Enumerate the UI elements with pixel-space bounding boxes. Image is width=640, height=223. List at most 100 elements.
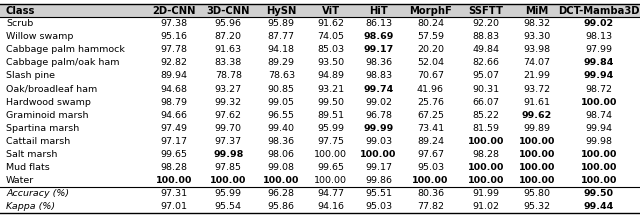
- Text: 91.99: 91.99: [472, 189, 499, 198]
- Text: 99.08: 99.08: [268, 163, 295, 172]
- Text: 98.32: 98.32: [524, 19, 550, 28]
- Text: 95.07: 95.07: [472, 72, 499, 81]
- Text: 96.28: 96.28: [268, 189, 295, 198]
- Text: 94.16: 94.16: [317, 202, 344, 211]
- Text: MorphF: MorphF: [409, 6, 452, 16]
- Text: 99.17: 99.17: [364, 45, 394, 54]
- Text: 85.03: 85.03: [317, 45, 344, 54]
- Text: Class: Class: [6, 6, 35, 16]
- Text: 100.00: 100.00: [519, 137, 555, 146]
- Text: 97.99: 97.99: [586, 45, 612, 54]
- Text: 99.40: 99.40: [268, 124, 295, 133]
- Text: Slash pine: Slash pine: [6, 72, 55, 81]
- Text: 95.86: 95.86: [268, 202, 295, 211]
- Text: 99.17: 99.17: [365, 163, 392, 172]
- Text: 95.80: 95.80: [524, 189, 550, 198]
- Text: 85.22: 85.22: [472, 111, 499, 120]
- Text: MiM: MiM: [525, 6, 548, 16]
- Text: 100.00: 100.00: [156, 176, 192, 185]
- Text: 93.27: 93.27: [215, 85, 242, 94]
- Text: 49.84: 49.84: [472, 45, 499, 54]
- Text: 95.32: 95.32: [524, 202, 550, 211]
- Text: 99.02: 99.02: [584, 19, 614, 28]
- Text: 100.00: 100.00: [314, 176, 348, 185]
- Text: 99.05: 99.05: [268, 98, 295, 107]
- Text: 94.77: 94.77: [317, 189, 344, 198]
- Text: 95.89: 95.89: [268, 19, 295, 28]
- Text: 98.83: 98.83: [365, 72, 392, 81]
- Text: 95.96: 95.96: [215, 19, 242, 28]
- Text: 100.00: 100.00: [314, 150, 348, 159]
- Text: 93.50: 93.50: [317, 58, 344, 67]
- Text: 99.62: 99.62: [522, 111, 552, 120]
- Text: 99.32: 99.32: [215, 98, 242, 107]
- Text: 91.62: 91.62: [317, 19, 344, 28]
- Text: 99.44: 99.44: [584, 202, 614, 211]
- Text: 98.74: 98.74: [586, 111, 612, 120]
- Text: 98.79: 98.79: [161, 98, 188, 107]
- Text: 98.13: 98.13: [586, 32, 612, 41]
- Text: 94.18: 94.18: [268, 45, 295, 54]
- Text: 89.29: 89.29: [268, 58, 295, 67]
- Text: 78.78: 78.78: [215, 72, 242, 81]
- Text: 98.06: 98.06: [268, 150, 295, 159]
- Text: 93.30: 93.30: [524, 32, 550, 41]
- Text: HySN: HySN: [266, 6, 296, 16]
- Text: 94.68: 94.68: [161, 85, 188, 94]
- Text: 99.74: 99.74: [364, 85, 394, 94]
- Text: 93.21: 93.21: [317, 85, 344, 94]
- Text: Cattail marsh: Cattail marsh: [6, 137, 70, 146]
- Text: 100.00: 100.00: [580, 176, 617, 185]
- Text: 91.61: 91.61: [524, 98, 550, 107]
- Text: 95.99: 95.99: [317, 124, 344, 133]
- Text: 87.77: 87.77: [268, 32, 295, 41]
- Text: 97.37: 97.37: [215, 137, 242, 146]
- Text: 97.85: 97.85: [215, 163, 242, 172]
- Text: 74.07: 74.07: [524, 58, 550, 67]
- Text: 92.82: 92.82: [161, 58, 188, 67]
- Text: 80.24: 80.24: [417, 19, 444, 28]
- Text: 100.00: 100.00: [519, 176, 555, 185]
- Text: Mud flats: Mud flats: [6, 163, 50, 172]
- Text: 100.00: 100.00: [360, 150, 397, 159]
- Text: 82.66: 82.66: [472, 58, 499, 67]
- Text: 94.66: 94.66: [161, 111, 188, 120]
- Text: 98.28: 98.28: [472, 150, 499, 159]
- Text: 90.85: 90.85: [268, 85, 295, 94]
- Text: 100.00: 100.00: [468, 163, 504, 172]
- Text: 98.72: 98.72: [586, 85, 612, 94]
- Text: 95.16: 95.16: [161, 32, 188, 41]
- Text: 93.72: 93.72: [524, 85, 550, 94]
- Text: 99.65: 99.65: [161, 150, 188, 159]
- Text: 3D-CNN: 3D-CNN: [207, 6, 250, 16]
- Text: 100.00: 100.00: [519, 150, 555, 159]
- Text: 91.02: 91.02: [472, 202, 499, 211]
- Text: 99.99: 99.99: [364, 124, 394, 133]
- Text: 93.98: 93.98: [524, 45, 550, 54]
- Text: 57.59: 57.59: [417, 32, 444, 41]
- Text: SSFTT: SSFTT: [468, 6, 504, 16]
- Bar: [0, 4, 640, 17]
- Text: 95.03: 95.03: [417, 163, 444, 172]
- Text: 99.50: 99.50: [317, 98, 344, 107]
- Text: Accuracy (%): Accuracy (%): [6, 189, 69, 198]
- Text: 97.67: 97.67: [417, 150, 444, 159]
- Text: 90.31: 90.31: [472, 85, 499, 94]
- Text: 100.00: 100.00: [519, 163, 555, 172]
- Text: 89.94: 89.94: [161, 72, 188, 81]
- Text: 95.99: 95.99: [215, 189, 242, 198]
- Text: 99.98: 99.98: [586, 137, 612, 146]
- Text: 87.20: 87.20: [215, 32, 242, 41]
- Text: 95.54: 95.54: [215, 202, 242, 211]
- Text: 97.38: 97.38: [161, 19, 188, 28]
- Text: Salt marsh: Salt marsh: [6, 150, 58, 159]
- Text: Cabbage palm hammock: Cabbage palm hammock: [6, 45, 125, 54]
- Text: 97.17: 97.17: [161, 137, 188, 146]
- Text: 2D-CNN: 2D-CNN: [152, 6, 196, 16]
- Text: 99.94: 99.94: [586, 124, 612, 133]
- Text: 74.05: 74.05: [317, 32, 344, 41]
- Text: DCT-Mamba3D: DCT-Mamba3D: [558, 6, 639, 16]
- Text: 100.00: 100.00: [580, 98, 617, 107]
- Text: 95.51: 95.51: [365, 189, 392, 198]
- Text: 96.55: 96.55: [268, 111, 295, 120]
